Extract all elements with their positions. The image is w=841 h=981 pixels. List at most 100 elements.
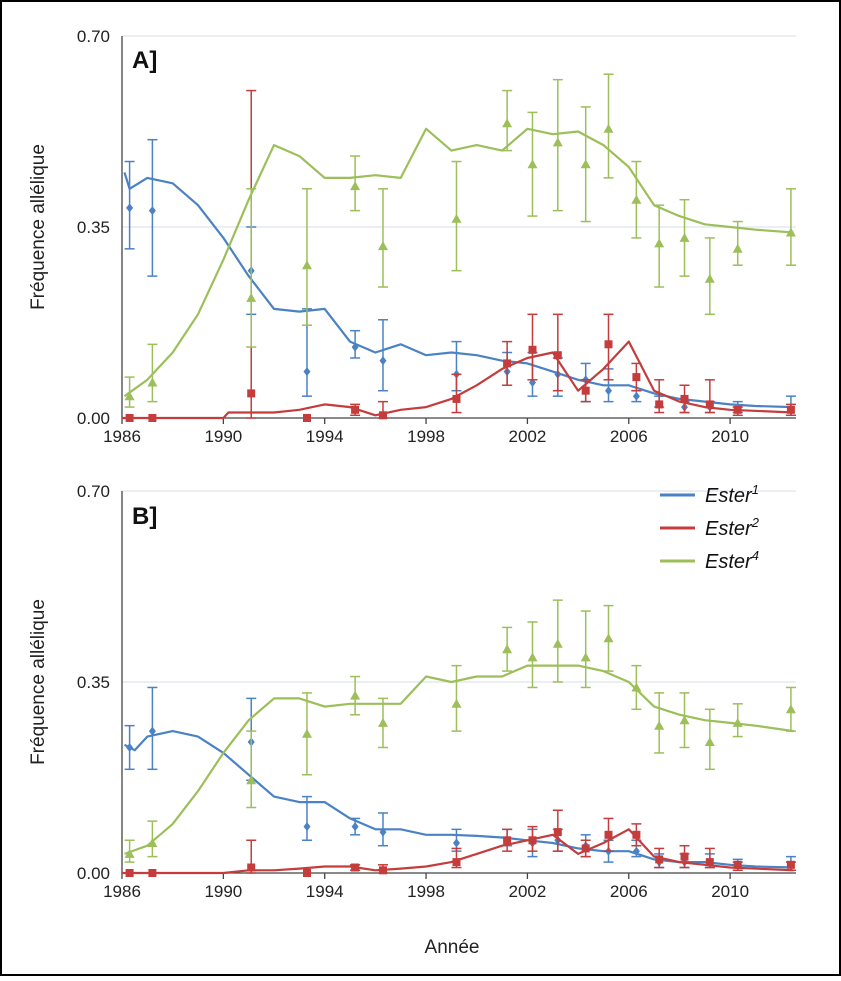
data-point-ester1: [453, 838, 460, 848]
data-point-ester2: [581, 386, 590, 395]
data-point-ester1: [632, 846, 640, 856]
data-point-ester4: [654, 720, 665, 730]
data-point-ester2: [125, 414, 134, 422]
data-point-ester4: [603, 123, 614, 133]
data-point-ester2: [452, 858, 461, 867]
data-point-ester1: [632, 391, 640, 401]
series-line-ester2: [122, 340, 794, 420]
data-point-ester2: [786, 860, 795, 869]
data-point-ester4: [654, 238, 665, 248]
x-tick-label: 1990: [204, 882, 242, 901]
data-point-ester2: [680, 394, 689, 403]
legend-superscript: 4: [752, 548, 759, 563]
data-point-ester4: [732, 717, 743, 727]
data-point-ester4: [147, 838, 158, 847]
data-point-ester1: [379, 827, 387, 837]
legend-label: Ester: [705, 485, 753, 507]
x-tick-label: 2002: [508, 427, 546, 446]
data-point-ester1: [303, 822, 311, 832]
data-point-ester2: [733, 405, 742, 414]
y-tick-label: 0.35: [77, 673, 110, 692]
data-point-ester4: [580, 159, 591, 169]
data-point-ester4: [552, 137, 563, 147]
data-point-ester2: [125, 869, 134, 877]
data-point-ester2: [786, 405, 795, 414]
data-point-ester2: [581, 844, 590, 853]
panel-b: 0.00 0.35 0.70 1986 1990 1994 1998 2002 2006 2010…: [28, 482, 796, 901]
data-point-ester2: [705, 400, 714, 409]
data-point-ester1: [126, 743, 134, 752]
legend-superscript: 1: [752, 482, 759, 497]
data-point-ester2: [148, 414, 157, 422]
data-point-ester1: [379, 356, 387, 366]
data-point-ester2: [528, 836, 537, 845]
data-point-ester4: [246, 775, 257, 785]
data-point-ester2: [303, 869, 311, 877]
data-point-ester2: [247, 863, 256, 872]
y-axis-label: Fréquence allélique: [28, 144, 49, 310]
data-point-ester4: [785, 704, 796, 714]
data-point-ester2: [503, 836, 512, 845]
data-point-ester2: [632, 830, 641, 839]
data-point-ester2: [351, 863, 360, 872]
panel-label: A]: [132, 47, 157, 74]
data-point-ester2: [632, 373, 641, 382]
data-point-ester4: [124, 848, 135, 858]
x-tick-label: 1998: [407, 427, 445, 446]
data-point-ester1: [303, 367, 311, 377]
x-tick-label: 2002: [508, 882, 546, 901]
y-tick-label: 0.35: [77, 218, 110, 237]
data-point-ester4: [350, 181, 361, 191]
data-point-ester4: [785, 227, 796, 237]
data-point-ester2: [655, 400, 664, 409]
data-point-ester4: [124, 391, 135, 401]
x-tick-label: 1994: [306, 427, 344, 446]
data-point-ester4: [580, 652, 591, 662]
data-point-ester4: [302, 728, 312, 738]
data-point-ester2: [379, 866, 387, 875]
data-point-ester2: [553, 351, 562, 360]
legend-entry: Ester4: [705, 548, 759, 573]
x-tick-label: 1986: [103, 427, 141, 446]
data-point-ester2: [351, 405, 360, 414]
data-point-ester4: [246, 292, 257, 302]
panel-label: B]: [132, 503, 157, 530]
data-point-ester4: [527, 159, 538, 169]
y-tick-label: 0.00: [77, 864, 110, 883]
y-tick-label: 0.70: [77, 27, 110, 46]
x-tick-label: 2006: [610, 882, 648, 901]
data-point-ester4: [704, 737, 715, 746]
data-point-ester1: [605, 386, 612, 396]
data-point-ester4: [451, 213, 462, 223]
data-point-ester4: [679, 715, 690, 725]
series-line-ester4: [124, 664, 794, 855]
data-point-ester4: [502, 644, 513, 654]
data-point-ester1: [351, 342, 359, 352]
x-tick-label: 2010: [711, 882, 749, 901]
x-tick-label: 1986: [103, 882, 141, 901]
data-point-ester4: [679, 232, 690, 242]
data-point-ester4: [631, 682, 642, 692]
data-point-ester4: [603, 633, 614, 643]
legend-entry: Ester1: [705, 482, 759, 507]
legend-superscript: 2: [751, 515, 760, 530]
legend-label: Ester: [705, 551, 753, 573]
data-point-ester2: [379, 411, 387, 420]
data-point-ester4: [704, 273, 715, 283]
legend-entry: Ester2: [705, 515, 760, 540]
series-line-ester4: [123, 127, 794, 398]
data-point-ester2: [303, 414, 311, 422]
y-tick-label: 0.00: [77, 409, 110, 428]
data-point-ester2: [452, 394, 461, 403]
data-point-ester4: [631, 194, 642, 204]
data-point-ester2: [247, 389, 256, 398]
data-point-ester2: [705, 858, 714, 867]
data-point-ester1: [148, 206, 156, 216]
data-point-ester2: [680, 852, 689, 861]
data-point-ester4: [302, 260, 312, 270]
data-point-ester2: [528, 345, 537, 354]
x-tick-label: 2006: [610, 427, 648, 446]
